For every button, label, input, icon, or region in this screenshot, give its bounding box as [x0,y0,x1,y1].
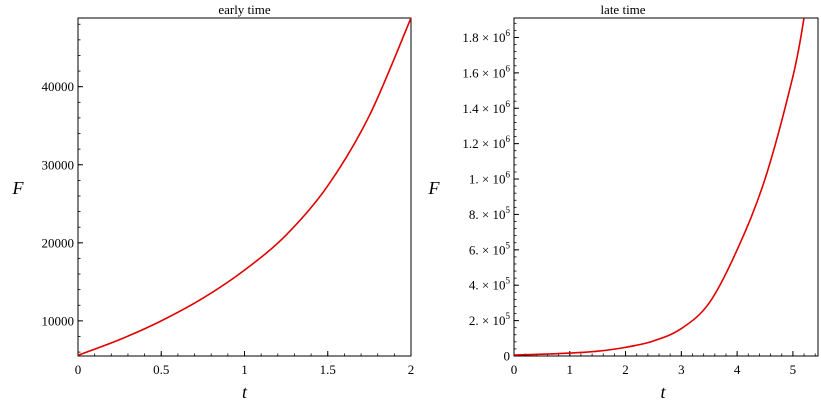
x-tick-label: 1.5 [320,362,336,377]
y-tick-exponent: 5 [506,276,511,286]
y-axis-label: F [428,178,441,198]
y-tick-label: 1.8 × 106 [462,28,510,45]
y-tick-mantissa: 2. × 10 [469,313,506,328]
y-axis-label: F [12,178,25,198]
x-tick-label: 3 [678,362,685,377]
x-axis-label: t [660,382,666,402]
x-axis: 0 1 2 3 4 5 [511,351,816,377]
y-tick-mantissa: 8. × 10 [469,207,506,222]
chart-panel-early-time: early time 0 0.5 1 1.5 2 10000 20000 30000 4000… [12,2,415,402]
x-tick-label: 1 [241,362,248,377]
y-tick-exponent: 6 [506,170,511,180]
x-tick-label: 4 [734,362,741,377]
y-tick-label: 1.6 × 106 [462,63,510,80]
y-tick-label: 1. × 106 [469,170,511,187]
x-tick-label: 5 [790,362,797,377]
y-tick-exponent: 6 [506,63,511,73]
y-tick-label: 6. × 105 [469,240,511,257]
y-tick-label: 8. × 105 [469,205,511,222]
y-tick-exponent: 5 [506,240,511,250]
x-tick-label: 2 [622,362,629,377]
y-tick-label: 2. × 105 [469,311,511,328]
y-tick-label: 40000 [42,79,75,94]
y-tick-label: 4. × 105 [469,276,511,293]
y-tick-mantissa: 1.4 × 10 [462,101,505,116]
x-tick-label: 0 [511,362,518,377]
y-tick-label: 30000 [42,157,75,172]
y-tick-exponent: 5 [506,311,511,321]
y-tick-mantissa: 1.6 × 10 [462,65,505,80]
x-tick-label: 0 [75,362,82,377]
y-tick-mantissa: 1.2 × 10 [462,136,505,151]
y-axis: 10000 20000 30000 40000 [42,23,83,353]
chart-title: early time [218,2,271,17]
y-tick-label: 10000 [42,313,75,328]
y-tick-label: 20000 [42,235,75,250]
x-tick-label: 1 [567,362,574,377]
y-tick-mantissa: 1.8 × 10 [462,30,505,45]
y-tick-label: 1.4 × 106 [462,99,510,116]
y-tick-mantissa: 4. × 10 [469,278,506,293]
y-tick-label: 0 [504,349,511,364]
x-tick-label: 2 [408,362,415,377]
y-tick-exponent: 6 [506,99,511,109]
y-tick-label: 1.2 × 106 [462,134,510,151]
plot-frame [513,17,819,357]
y-tick-mantissa: 0 [504,349,511,364]
plot-frame [77,17,412,357]
y-tick-mantissa: 1. × 10 [469,172,506,187]
y-tick-exponent: 6 [506,134,511,144]
chart-title: late time [600,2,645,17]
x-axis: 0 0.5 1 1.5 2 [75,351,415,377]
x-tick-label: 0.5 [153,362,169,377]
y-tick-mantissa: 6. × 10 [469,242,506,257]
series-line [77,17,412,356]
x-axis-label: t [242,382,248,402]
y-tick-exponent: 6 [506,28,511,38]
series-line [513,17,805,356]
y-tick-exponent: 5 [506,205,511,215]
